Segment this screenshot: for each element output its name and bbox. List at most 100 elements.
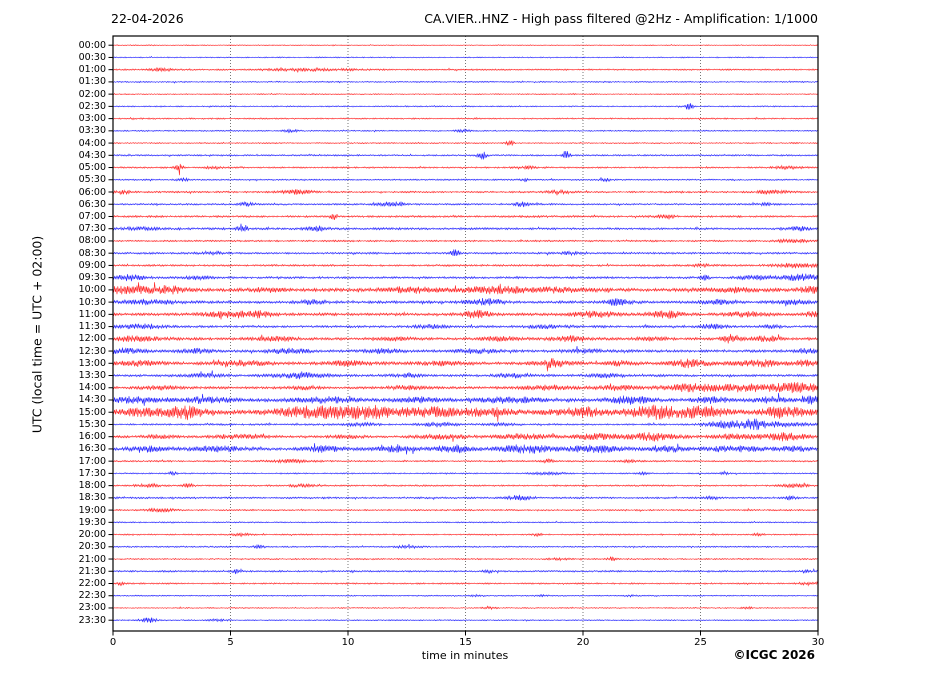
trace-row-1900 — [112, 507, 819, 513]
trace-row-1830 — [112, 494, 819, 501]
time-label-0830: 08:30 — [78, 247, 106, 259]
time-label-2330: 23:30 — [78, 614, 106, 626]
time-label-2200: 22:00 — [78, 577, 106, 589]
x-tick-label-10: 10 — [341, 637, 355, 648]
time-label-1930: 19:30 — [78, 516, 106, 528]
x-tick-label-5: 5 — [227, 637, 234, 648]
trace-row-0600 — [112, 188, 818, 196]
time-label-1100: 11:00 — [78, 308, 106, 320]
time-label-2030: 20:30 — [78, 541, 106, 553]
trace-row-1000 — [112, 282, 819, 295]
trace-row-0400 — [112, 140, 818, 146]
trace-row-1300 — [112, 358, 819, 372]
trace-row-2330 — [112, 617, 818, 623]
trace-row-1700 — [112, 458, 819, 464]
trace-row-0800 — [112, 238, 819, 244]
time-label-1730: 17:30 — [78, 467, 106, 479]
time-label-0300: 03:00 — [78, 113, 106, 125]
time-label-0430: 04:30 — [78, 149, 106, 161]
trace-row-0430 — [112, 150, 818, 160]
trace-row-2300 — [112, 605, 818, 611]
trace-row-0730 — [112, 223, 819, 232]
time-label-1330: 13:30 — [78, 370, 106, 382]
time-label-2100: 21:00 — [78, 553, 106, 565]
time-label-0700: 07:00 — [78, 210, 106, 222]
time-label-0400: 04:00 — [78, 137, 106, 149]
trace-row-2200 — [112, 581, 819, 587]
trace-row-1800 — [112, 482, 819, 489]
trace-row-0030 — [112, 55, 818, 59]
time-label-2300: 23:00 — [78, 602, 106, 614]
trace-row-2130 — [112, 568, 819, 575]
time-label-0100: 01:00 — [78, 64, 106, 76]
time-label-1830: 18:30 — [78, 492, 106, 504]
plot-title: CA.VIER..HNZ - High pass filtered @2Hz -… — [424, 11, 818, 26]
trace-row-1630 — [112, 443, 819, 455]
trace-row-0700 — [112, 214, 819, 221]
trace-row-1600 — [112, 432, 819, 442]
time-label-0600: 06:00 — [78, 186, 106, 198]
trace-row-1330 — [112, 370, 819, 380]
trace-row-1730 — [112, 470, 818, 477]
trace-row-2230 — [112, 593, 818, 598]
trace-row-0100 — [112, 66, 819, 73]
time-label-1630: 16:30 — [78, 443, 106, 455]
time-label-1600: 16:00 — [78, 431, 106, 443]
time-label-0130: 01:30 — [78, 76, 106, 88]
trace-row-1100 — [112, 309, 819, 320]
x-axis-label: time in minutes — [421, 649, 509, 662]
time-label-0030: 00:30 — [78, 51, 106, 63]
trace-row-0830 — [112, 249, 819, 257]
time-label-1700: 17:00 — [78, 455, 106, 467]
time-label-0000: 00:00 — [78, 39, 106, 51]
trace-row-1030 — [112, 297, 819, 307]
trace-row-0000 — [112, 43, 818, 47]
time-label-0730: 07:30 — [78, 223, 106, 235]
time-label-0630: 06:30 — [78, 198, 106, 210]
time-label-1530: 15:30 — [78, 418, 106, 430]
x-tick-label-25: 25 — [694, 637, 707, 648]
trace-row-1400 — [112, 382, 819, 394]
trace-row-2030 — [112, 543, 818, 550]
trace-row-0330 — [112, 128, 818, 134]
trace-row-2000 — [112, 532, 819, 538]
trace-row-1230 — [112, 345, 819, 355]
time-label-1230: 12:30 — [78, 345, 106, 357]
time-label-0930: 09:30 — [78, 272, 106, 284]
time-label-0530: 05:30 — [78, 174, 106, 186]
time-label-2130: 21:30 — [78, 565, 106, 577]
time-label-1430: 14:30 — [78, 394, 106, 406]
copyright-text: ©ICGC 2026 — [733, 648, 815, 662]
x-tick-label-30: 30 — [811, 637, 825, 648]
trace-row-0230 — [112, 103, 818, 110]
trace-row-1130 — [112, 323, 819, 330]
trace-row-1500 — [112, 404, 819, 422]
x-tick-label-15: 15 — [459, 637, 472, 648]
trace-row-2100 — [112, 556, 818, 562]
time-label-1800: 18:00 — [78, 480, 106, 492]
time-label-1030: 10:30 — [78, 296, 106, 308]
trace-row-0900 — [112, 262, 819, 269]
time-label-1500: 15:00 — [78, 406, 106, 418]
trace-row-1200 — [112, 333, 819, 344]
time-label-0200: 02:00 — [78, 88, 106, 100]
plot-date: 22-04-2026 — [111, 11, 184, 26]
time-label-1200: 12:00 — [78, 333, 106, 345]
trace-row-0130 — [112, 80, 819, 84]
x-tick-label-20: 20 — [576, 637, 590, 648]
time-label-0330: 03:30 — [78, 125, 106, 137]
time-label-1300: 13:00 — [78, 357, 106, 369]
time-label-0500: 05:00 — [78, 162, 106, 174]
time-label-1130: 11:30 — [78, 321, 106, 333]
trace-row-1430 — [112, 392, 819, 406]
trace-row-0630 — [112, 201, 818, 208]
trace-row-0200 — [112, 92, 818, 96]
trace-row-0530 — [112, 177, 819, 183]
time-label-0900: 09:00 — [78, 259, 106, 271]
trace-row-0300 — [112, 116, 819, 121]
trace-row-0930 — [112, 273, 819, 282]
time-label-1000: 10:00 — [78, 284, 106, 296]
trace-row-1530 — [112, 418, 819, 431]
